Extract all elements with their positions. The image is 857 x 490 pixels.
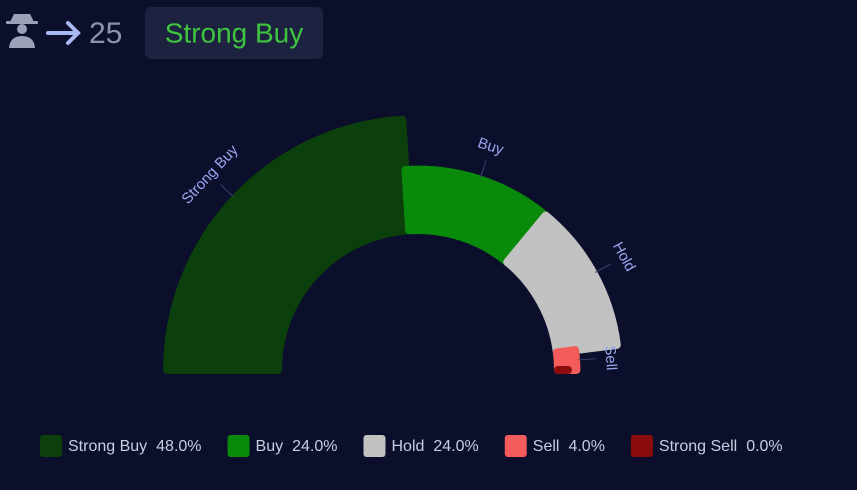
legend-value: 24.0% [292,438,337,455]
legend-swatch [40,435,62,457]
legend-swatch [630,435,653,457]
legend: Strong Buy 48.0% Buy 24.0% Hold 24.0% Sell 4.0%… [40,435,783,457]
legend-swatch [363,435,386,457]
arrow-icon [46,21,81,45]
leader-line [220,184,235,198]
legend-label: Hold [391,438,424,455]
legend-label: Sell [533,438,560,455]
legend-swatch [504,435,527,457]
leader-line [480,160,487,178]
leader-line [595,263,612,273]
legend-value: 24.0% [433,438,478,455]
legend-label: Strong Buy [68,438,147,455]
slice [163,115,414,374]
leader-line [578,358,597,361]
slice-label: Sell [601,345,620,371]
spy-icon [6,14,38,48]
legend-swatch [227,435,250,457]
slice [503,211,621,357]
rating: Strong Buy [165,17,304,48]
legend-value: 0.0% [746,438,782,455]
legend-value: 48.0% [156,438,201,455]
score: 25 [89,17,122,50]
legend-label: Buy [256,438,284,455]
rating-badge [145,7,323,59]
legend-label: Strong Sell [659,438,737,455]
legend-value: 4.0% [568,438,604,455]
